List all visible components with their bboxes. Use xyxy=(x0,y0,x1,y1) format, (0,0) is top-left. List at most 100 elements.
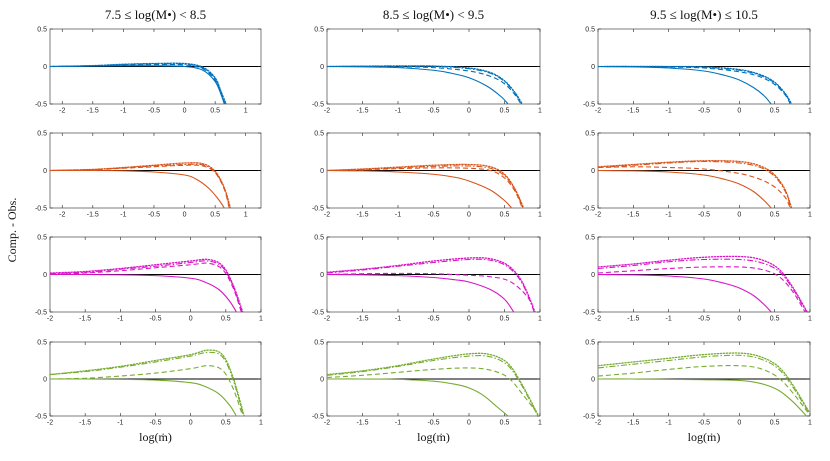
x-tick-label: -2 xyxy=(59,212,65,219)
series-line-dotted xyxy=(50,349,245,416)
x-tick-label: -1.5 xyxy=(627,316,639,323)
x-tick-label: -2 xyxy=(47,420,53,427)
x-tick-label: -1.5 xyxy=(87,108,99,115)
x-tick-label: 1 xyxy=(538,420,542,427)
panel-r4-c1: 0.50-0.5-2 -1.5 -1 -0.5 0 0.5 1 xyxy=(35,340,263,427)
y-tick-label: 0 xyxy=(320,272,324,279)
series-line-dashed xyxy=(598,166,791,208)
x-axis-label: log(ṁ) xyxy=(688,430,721,444)
x-tick-label: 0 xyxy=(467,316,471,323)
x-tick-label: -1 xyxy=(395,420,401,427)
x-tick-label: -0.5 xyxy=(427,212,439,219)
x-tick-label: -0.5 xyxy=(698,420,710,427)
x-tick-label: 1 xyxy=(808,316,812,323)
x-tick-label: 0.5 xyxy=(210,212,220,219)
y-tick-label: -0.5 xyxy=(312,310,324,317)
series-line-dashed xyxy=(327,65,522,104)
panel-r1-c2: 0.50-0.5-2 -1.5 -1 -0.5 0 0.5 1 xyxy=(312,27,542,115)
y-tick-label: -0.5 xyxy=(312,102,324,109)
x-tick-label: -0.5 xyxy=(148,108,160,115)
series-line-dotted xyxy=(50,162,232,208)
y-tick-label: 0 xyxy=(43,272,47,279)
x-tick-label: 0 xyxy=(737,108,741,115)
x-tick-label: -0.5 xyxy=(698,108,710,115)
x-tick-label: -1 xyxy=(117,316,123,323)
x-tick-label: -1 xyxy=(666,316,672,323)
x-tick-label: -2 xyxy=(595,212,601,219)
x-tick-label: -1 xyxy=(395,212,401,219)
panel-r1-c3: 0.50-0.5-2 -1.5 -1 -0.5 0 0.5 1 xyxy=(583,27,812,115)
y-tick-label: 0 xyxy=(320,168,324,175)
x-tick-label: 0.5 xyxy=(221,420,231,427)
y-tick-label: 0.5 xyxy=(314,235,324,242)
x-tick-label: -1.5 xyxy=(79,316,91,323)
y-tick-label: 0.5 xyxy=(37,235,47,242)
y-tick-label: -0.5 xyxy=(35,310,47,317)
y-tick-label: -0.5 xyxy=(583,310,595,317)
x-tick-label: 0 xyxy=(183,108,187,115)
series-line-dashdot xyxy=(598,258,807,312)
x-tick-label: -1.5 xyxy=(627,212,639,219)
series-line-dashed xyxy=(598,65,791,104)
x-tick-label: 1 xyxy=(259,316,263,323)
x-tick-label: -1.5 xyxy=(87,212,99,219)
y-tick-label: -0.5 xyxy=(35,206,47,213)
x-tick-label: -2 xyxy=(595,420,601,427)
series-line-dotted xyxy=(598,352,810,413)
x-tick-label: 0.5 xyxy=(770,212,780,219)
x-tick-label: 1 xyxy=(808,420,812,427)
panel-r3-c2: 0.50-0.5-2 -1.5 -1 -0.5 0 0.5 1 xyxy=(312,235,542,323)
y-tick-label: 0 xyxy=(43,168,47,175)
x-tick-label: -0.5 xyxy=(149,316,161,323)
x-tick-label: -1 xyxy=(666,420,672,427)
panel-r3-c1: 0.50-0.5-2 -1.5 -1 -0.5 0 0.5 1 xyxy=(35,235,263,323)
series-line-solid xyxy=(598,65,772,104)
y-tick-label: -0.5 xyxy=(583,414,595,421)
series-line-dashdot xyxy=(327,165,524,208)
x-tick-label: 0 xyxy=(189,420,193,427)
x-tick-label: -1 xyxy=(120,212,126,219)
x-tick-label: -0.5 xyxy=(148,212,160,219)
y-tick-label: 0.5 xyxy=(314,340,324,347)
series-line-dashdot xyxy=(598,65,792,104)
x-tick-label: -2 xyxy=(324,316,330,323)
x-tick-label: 1 xyxy=(808,108,812,115)
series-line-dashdot xyxy=(50,63,227,104)
x-tick-label: 1 xyxy=(538,108,542,115)
series-line-dashdot xyxy=(327,355,539,416)
y-axis-label: Comp. - Obs. xyxy=(5,198,19,263)
series-line-dashed xyxy=(327,272,534,305)
panel-r1-c1: 0.5 0 -0.5 -2 -1.5 -1 -0.5 0 0.5 1 xyxy=(35,27,262,115)
x-tick-label: -1 xyxy=(666,108,672,115)
x-tick-label: 0.5 xyxy=(500,316,510,323)
x-tick-label: -1.5 xyxy=(356,316,368,323)
x-tick-label: -1 xyxy=(395,316,401,323)
x-tick-label: -0.5 xyxy=(698,212,710,219)
y-tick-label: -0.5 xyxy=(312,414,324,421)
x-tick-label: -1 xyxy=(395,108,401,115)
series-line-dotted xyxy=(327,65,523,104)
x-axis-label: log(ṁ) xyxy=(417,430,450,444)
x-tick-label: 1 xyxy=(808,212,812,219)
x-tick-label: -2 xyxy=(324,108,330,115)
x-tick-label: 0 xyxy=(189,316,193,323)
series-line-dashed xyxy=(50,262,242,312)
y-tick-label: -0.5 xyxy=(35,414,47,421)
y-tick-label: 0 xyxy=(320,377,324,384)
x-tick-label: 1 xyxy=(259,420,263,427)
x-tick-label: -1.5 xyxy=(627,108,639,115)
y-tick-label: 0.5 xyxy=(585,340,595,347)
series-line-dashed xyxy=(50,64,226,104)
column-title-2: 8.5 ≤ log(M•) < 9.5 xyxy=(383,7,484,22)
series-line-dashdot xyxy=(598,160,792,208)
y-tick-label: 0 xyxy=(43,377,47,384)
panel-r4-c2: 0.50-0.5-2 -1.5 -1 -0.5 0 0.5 1 xyxy=(312,340,542,427)
y-tick-label: 0.5 xyxy=(37,131,47,138)
y-tick-label: 0.5 xyxy=(314,27,324,34)
x-tick-label: 1 xyxy=(244,212,248,219)
x-tick-label: 0 xyxy=(467,108,471,115)
x-tick-label: -1 xyxy=(120,108,126,115)
x-tick-label: -1.5 xyxy=(79,420,91,427)
series-line-dotted xyxy=(327,352,540,416)
series-line-solid xyxy=(598,169,772,208)
